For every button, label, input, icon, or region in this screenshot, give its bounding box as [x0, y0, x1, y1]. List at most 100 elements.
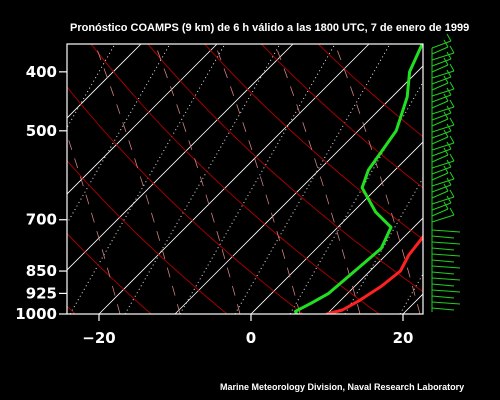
moist-adiabat-line	[274, 44, 361, 314]
isotherm-line	[98, 44, 370, 314]
wind-barb	[431, 160, 455, 169]
credit-text: Marine Meteorology Division, Naval Resea…	[220, 382, 465, 392]
wind-barb	[449, 135, 455, 144]
wind-barb	[443, 129, 449, 138]
moist-adiabat-line	[334, 44, 421, 314]
background-grid	[0, 0, 423, 314]
wind-barb	[431, 271, 455, 275]
wind-barb	[449, 171, 455, 180]
dry-adiabat-line	[317, 44, 423, 138]
x-tick-label: −20	[82, 329, 115, 347]
wind-barb	[431, 283, 455, 287]
wind-barb	[443, 165, 449, 174]
mixing-ratio-line	[0, 44, 5, 314]
wind-barb	[431, 130, 452, 139]
wind-barb	[431, 229, 461, 233]
dry-adiabat-line	[90, 44, 380, 314]
wind-barb	[431, 82, 449, 91]
dry-adiabat-line	[67, 160, 228, 314]
wind-barb	[446, 195, 452, 204]
dry-adiabat-line	[147, 44, 423, 293]
profile-line	[325, 234, 423, 314]
wind-barb	[431, 124, 455, 133]
wind-barb	[431, 208, 449, 217]
wind-barb	[431, 100, 449, 109]
moist-adiabat-line	[67, 133, 121, 314]
wind-barb	[431, 301, 461, 305]
isotherm-line	[67, 44, 218, 195]
wind-barb	[431, 235, 455, 239]
wind-barb	[446, 87, 452, 96]
wind-barb	[431, 148, 452, 157]
wind-barb	[431, 94, 452, 103]
wind-barb	[443, 201, 449, 210]
wind-barb	[431, 118, 449, 127]
mixing-ratio-line	[69, 44, 226, 314]
wind-barb	[446, 33, 452, 42]
mixing-ratio-line	[67, 44, 116, 129]
wind-barb	[446, 51, 452, 60]
wind-barb	[443, 111, 449, 120]
dry-adiabat-line	[67, 86, 304, 314]
wind-barb	[431, 46, 449, 55]
wind-barb	[443, 57, 449, 66]
chart-title: Pronóstico COAMPS (9 km) de 6 h válido a…	[70, 22, 470, 34]
wind-barb	[443, 147, 449, 156]
wind-barb	[446, 69, 452, 78]
x-tick-label: 0	[246, 329, 256, 347]
wind-barb	[431, 289, 461, 293]
wind-barb	[431, 76, 452, 85]
wind-barb	[446, 159, 452, 168]
wind-barb	[431, 253, 461, 257]
wind-barb	[449, 117, 455, 126]
mixing-ratio-line	[124, 44, 281, 314]
wind-barb	[431, 166, 452, 175]
wind-barb	[449, 63, 455, 72]
wind-barb	[431, 265, 461, 269]
moist-adiabat-line	[214, 44, 301, 314]
isotherm-line	[250, 141, 423, 314]
wind-barb	[449, 81, 455, 90]
dry-adiabat-line	[203, 44, 423, 240]
isotherm-line	[326, 217, 423, 314]
dry-adiabat-line	[260, 44, 423, 189]
wind-barb	[431, 142, 455, 151]
wind-barb	[431, 196, 455, 205]
wind-barb	[431, 214, 455, 223]
moist-adiabat-line	[154, 44, 241, 314]
mixing-ratio-line	[179, 44, 336, 314]
wind-barb	[431, 202, 452, 211]
wind-barb	[431, 178, 455, 187]
wind-barb	[446, 177, 452, 186]
wind-barb	[431, 64, 449, 73]
wind-barb	[449, 153, 455, 162]
y-tick-label: 700	[26, 211, 57, 229]
isotherm-line	[67, 44, 294, 271]
wind-barb	[446, 141, 452, 150]
wind-barb	[443, 39, 449, 48]
y-tick-label: 400	[26, 63, 57, 81]
y-tick-label: 925	[26, 284, 57, 302]
wind-barb	[431, 52, 455, 61]
wind-barb	[431, 295, 455, 299]
wind-barb	[431, 247, 455, 251]
wind-barb	[431, 106, 455, 115]
wind-barb	[431, 172, 449, 181]
wind-barb	[431, 307, 455, 311]
isotherm-line	[174, 65, 423, 314]
wind-barbs	[431, 33, 461, 312]
isotherm-line	[0, 0, 161, 314]
wind-barb	[446, 105, 452, 114]
profile-line	[294, 44, 423, 314]
wind-barb	[449, 45, 455, 54]
wind-barb	[443, 183, 449, 192]
plot-frame	[66, 43, 424, 315]
moist-adiabat-line	[94, 44, 181, 314]
dry-adiabat-line	[67, 232, 152, 314]
wind-barb	[431, 70, 455, 79]
wind-barb	[431, 154, 449, 163]
y-tick-label: 850	[26, 262, 57, 280]
wind-barb	[431, 184, 452, 193]
